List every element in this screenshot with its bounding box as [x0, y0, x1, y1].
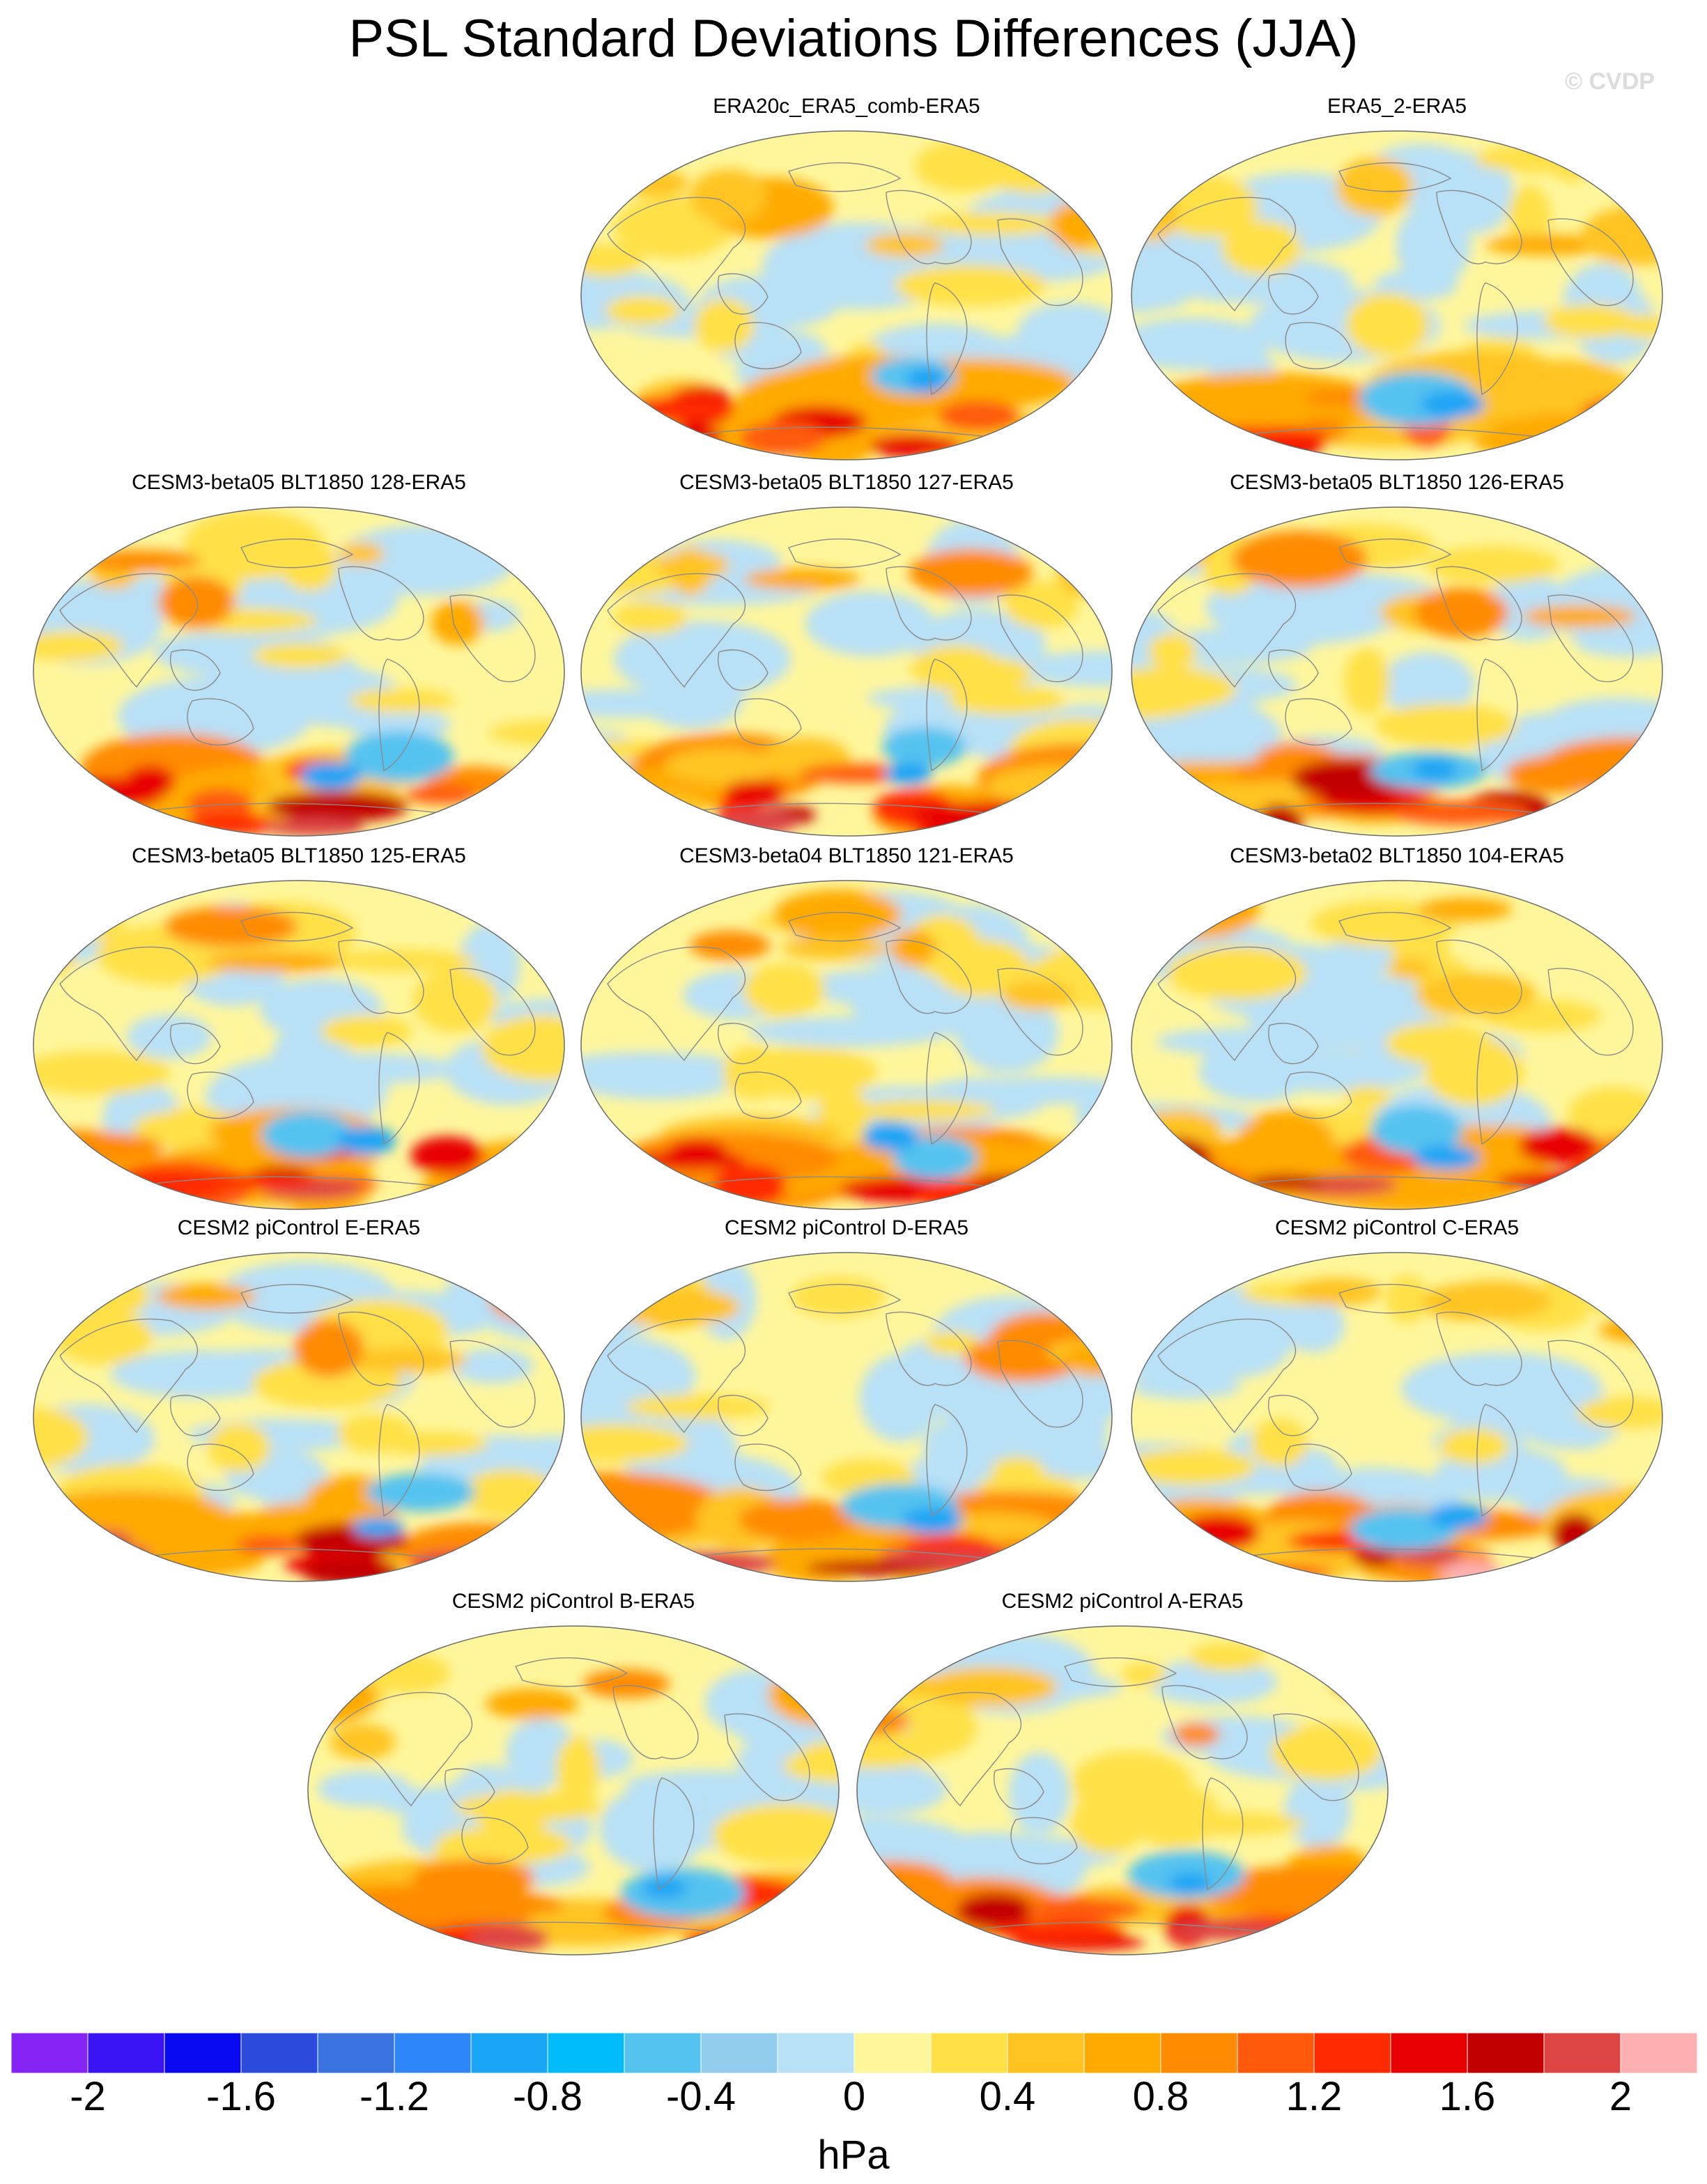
map-panel: [32, 1251, 566, 1583]
colorbar-swatch: [240, 2033, 318, 2073]
colorbar-swatch: [1620, 2033, 1697, 2073]
map-panel: [580, 506, 1113, 837]
colorbar-swatch: [1313, 2033, 1391, 2073]
panel-title: CESM2 piControl D-ERA5: [724, 1216, 969, 1239]
panel-title: CESM2 piControl C-ERA5: [1274, 1216, 1520, 1239]
colorbar-tick-label: 0.8: [1132, 2074, 1189, 2119]
map-panel: [856, 1625, 1389, 1956]
panel-title: CESM3-beta04 BLT1850 121-ERA5: [679, 844, 1014, 867]
colorbar-swatch: [11, 2033, 88, 2073]
panel-title: CESM3-beta05 BLT1850 128-ERA5: [132, 471, 466, 494]
page-title: PSL Standard Deviations Differences (JJA…: [348, 9, 1359, 68]
colorbar-swatch: [1543, 2033, 1621, 2073]
map-panel: [1130, 1251, 1664, 1583]
map-panel: [32, 506, 566, 837]
map-panel: [580, 1251, 1113, 1583]
map-panel: [1130, 879, 1664, 1211]
panel-title: CESM2 piControl A-ERA5: [1001, 1590, 1244, 1613]
colorbar-tick-label: 1.6: [1439, 2074, 1496, 2119]
colorbar-tick-label: 0.4: [979, 2074, 1036, 2119]
panel-title: CESM2 piControl E-ERA5: [177, 1216, 421, 1239]
panel-title: ERA20c_ERA5_comb-ERA5: [713, 95, 980, 118]
map-panel: [580, 879, 1113, 1211]
colorbar: [11, 2033, 1697, 2073]
colorbar-units: hPa: [817, 2132, 890, 2178]
colorbar-swatch: [1390, 2033, 1468, 2073]
colorbar-tick-label: -0.4: [666, 2074, 736, 2119]
colorbar-swatch: [854, 2033, 932, 2073]
colorbar-swatch: [624, 2033, 702, 2073]
panel-title: CESM3-beta02 BLT1850 104-ERA5: [1230, 844, 1564, 867]
colorbar-tick-label: 2: [1609, 2074, 1632, 2119]
panel-title: CESM2 piControl B-ERA5: [451, 1590, 695, 1613]
colorbar-swatch: [930, 2033, 1008, 2073]
colorbar-tick-label: 0: [842, 2074, 866, 2119]
colorbar-swatch: [1237, 2033, 1315, 2073]
map-panel: [307, 1625, 840, 1956]
colorbar-swatch: [1083, 2033, 1161, 2073]
map-panel: [1130, 506, 1664, 837]
colorbar-tick-label: -1.6: [206, 2074, 276, 2119]
colorbar-swatch: [164, 2033, 242, 2073]
colorbar-swatch: [394, 2033, 472, 2073]
colorbar-swatch: [700, 2033, 778, 2073]
colorbar-swatch: [87, 2033, 165, 2073]
colorbar-swatch: [317, 2033, 395, 2073]
colorbar-swatch: [547, 2033, 625, 2073]
colorbar-swatch: [1467, 2033, 1545, 2073]
map-panel: [580, 130, 1113, 461]
colorbar-tick-label: -1.2: [360, 2074, 429, 2119]
panel-title: CESM3-beta05 BLT1850 127-ERA5: [679, 471, 1014, 494]
map-panel: [1130, 130, 1664, 461]
map-panel: [32, 879, 566, 1211]
colorbar-tick-label: -0.8: [513, 2074, 582, 2119]
colorbar-tick-label: -2: [70, 2074, 106, 2119]
colorbar-swatch: [777, 2033, 855, 2073]
panel-title: CESM3-beta05 BLT1850 125-ERA5: [132, 844, 466, 867]
panel-title: CESM3-beta05 BLT1850 126-ERA5: [1230, 471, 1564, 494]
panel-title: ERA5_2-ERA5: [1327, 95, 1467, 118]
colorbar-swatch: [1007, 2033, 1085, 2073]
colorbar-swatch: [1160, 2033, 1238, 2073]
colorbar-swatch: [470, 2033, 548, 2073]
watermark: © CVDP: [1565, 68, 1655, 95]
colorbar-tick-label: 1.2: [1285, 2074, 1343, 2119]
